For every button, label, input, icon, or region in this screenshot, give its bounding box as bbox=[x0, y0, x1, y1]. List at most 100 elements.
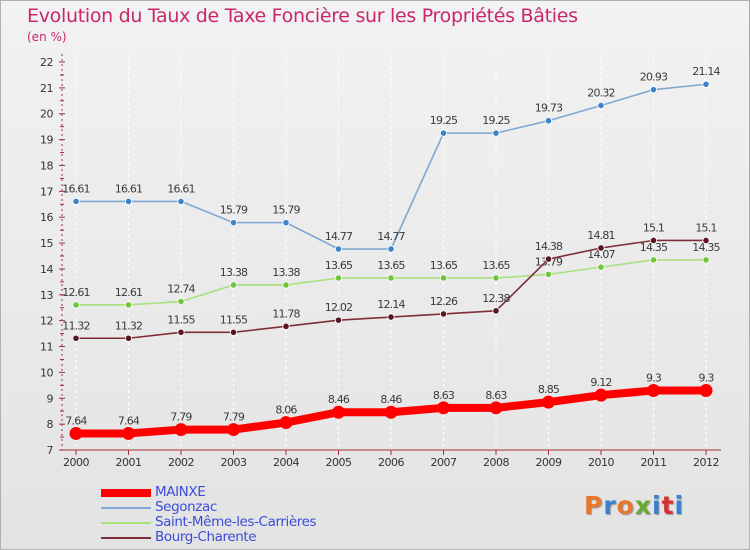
legend-label: MAINXE bbox=[155, 484, 206, 500]
data-point bbox=[334, 316, 343, 324]
data-point bbox=[279, 416, 293, 430]
data-label: 9.12 bbox=[590, 376, 611, 389]
data-label: 7.79 bbox=[170, 411, 192, 424]
logo-letter: x bbox=[634, 491, 652, 520]
data-label: 19.25 bbox=[482, 114, 510, 127]
data-point bbox=[124, 334, 133, 342]
data-point bbox=[387, 245, 395, 253]
x-tick-label: 2006 bbox=[378, 456, 404, 469]
data-label: 12.74 bbox=[167, 283, 195, 296]
data-point bbox=[387, 274, 395, 282]
y-tick-label: 10 bbox=[40, 366, 53, 379]
data-point bbox=[334, 274, 343, 282]
data-point bbox=[544, 255, 553, 263]
data-label: 14.77 bbox=[325, 230, 353, 243]
data-label: 12.61 bbox=[115, 286, 143, 299]
data-label: 20.32 bbox=[587, 86, 615, 99]
data-label: 15.1 bbox=[695, 221, 716, 234]
legend-label: Bourg-Charente bbox=[155, 529, 257, 545]
data-label: 9.3 bbox=[698, 372, 714, 385]
data-point bbox=[227, 423, 240, 437]
legend-swatch bbox=[101, 537, 151, 539]
logo-letter: i bbox=[674, 491, 685, 520]
y-tick-label: 21 bbox=[40, 82, 53, 95]
legend-swatch bbox=[101, 489, 151, 497]
data-point bbox=[282, 219, 290, 227]
data-point bbox=[544, 270, 553, 278]
y-tick-label: 16 bbox=[40, 211, 53, 224]
proxiti-logo: Proxiti bbox=[584, 491, 684, 520]
data-point bbox=[492, 274, 500, 282]
data-label: 11.78 bbox=[272, 307, 300, 320]
data-point bbox=[649, 86, 658, 94]
data-point bbox=[72, 334, 80, 342]
logo-letter: t bbox=[661, 491, 675, 520]
data-label: 13.65 bbox=[430, 259, 458, 272]
x-tick-label: 2007 bbox=[431, 456, 457, 469]
data-label: 8.85 bbox=[538, 383, 560, 396]
data-point bbox=[229, 328, 238, 336]
y-tick-label: 12 bbox=[40, 315, 53, 328]
data-point bbox=[594, 388, 608, 402]
data-label: 7.79 bbox=[223, 411, 245, 424]
data-label: 15.79 bbox=[220, 204, 248, 217]
data-label: 12.14 bbox=[377, 298, 405, 311]
data-point bbox=[542, 395, 555, 409]
legend-label: Saint-Même-les-Carrières bbox=[155, 514, 317, 530]
data-label: 8.06 bbox=[275, 404, 297, 417]
data-point bbox=[384, 405, 398, 419]
data-point bbox=[544, 117, 553, 125]
x-tick-label: 2012 bbox=[693, 456, 719, 469]
data-point bbox=[229, 219, 238, 227]
data-label: 14.35 bbox=[640, 241, 668, 254]
data-label: 20.93 bbox=[640, 71, 668, 84]
data-point bbox=[437, 401, 450, 415]
data-label: 12.26 bbox=[430, 295, 458, 308]
data-label: 16.61 bbox=[62, 182, 90, 195]
data-label: 8.63 bbox=[433, 389, 455, 402]
data-label: 19.25 bbox=[430, 114, 458, 127]
data-label: 11.32 bbox=[115, 319, 143, 332]
logo-letter: o bbox=[616, 491, 635, 520]
data-point bbox=[122, 426, 135, 440]
y-tick-label: 9 bbox=[47, 392, 54, 405]
y-tick-label: 22 bbox=[40, 56, 53, 69]
data-point bbox=[332, 405, 345, 419]
data-label: 7.64 bbox=[65, 414, 87, 427]
x-tick-label: 2002 bbox=[168, 456, 194, 469]
data-point bbox=[649, 236, 658, 245]
data-point bbox=[282, 281, 290, 289]
data-point bbox=[72, 301, 80, 309]
x-tick-label: 2000 bbox=[63, 456, 89, 469]
x-tick-label: 2008 bbox=[483, 456, 509, 469]
data-point bbox=[489, 401, 503, 415]
series-segonzac: 16.61 16.61 16.61 15.79 15.79 14.77 14.77 19.25… bbox=[62, 65, 721, 253]
data-label: 11.55 bbox=[220, 313, 248, 326]
y-tick-label: 19 bbox=[40, 134, 53, 147]
data-point bbox=[334, 245, 343, 253]
y-tick-label: 20 bbox=[40, 108, 53, 121]
data-point bbox=[699, 384, 713, 398]
series-bourg-charente: 11.32 11.32 11.55 11.55 11.78 12.02 12.14 12.26… bbox=[62, 221, 717, 342]
logo-letter: r bbox=[603, 491, 617, 520]
x-tick-label: 2003 bbox=[221, 456, 247, 469]
series-mainxe: 7.64 7.64 7.79 7.79 8.06 8.46 8.46 8.63 8.63 8.85… bbox=[65, 372, 715, 440]
data-label: 21.14 bbox=[692, 65, 720, 78]
data-label: 15.79 bbox=[272, 204, 300, 217]
data-label: 12.61 bbox=[62, 286, 90, 299]
data-label: 13.38 bbox=[220, 266, 248, 279]
data-label: 13.38 bbox=[272, 266, 300, 279]
data-point bbox=[702, 236, 710, 245]
data-point bbox=[492, 129, 500, 137]
legend-label: Segonzac bbox=[155, 499, 217, 515]
data-point bbox=[124, 301, 133, 309]
data-point bbox=[72, 197, 80, 206]
logo-letter: P bbox=[584, 491, 604, 520]
data-label: 11.55 bbox=[167, 313, 195, 326]
x-tick-label: 2011 bbox=[641, 456, 667, 469]
data-label: 8.63 bbox=[485, 389, 507, 402]
data-label: 14.38 bbox=[535, 240, 563, 253]
data-point bbox=[439, 274, 448, 282]
